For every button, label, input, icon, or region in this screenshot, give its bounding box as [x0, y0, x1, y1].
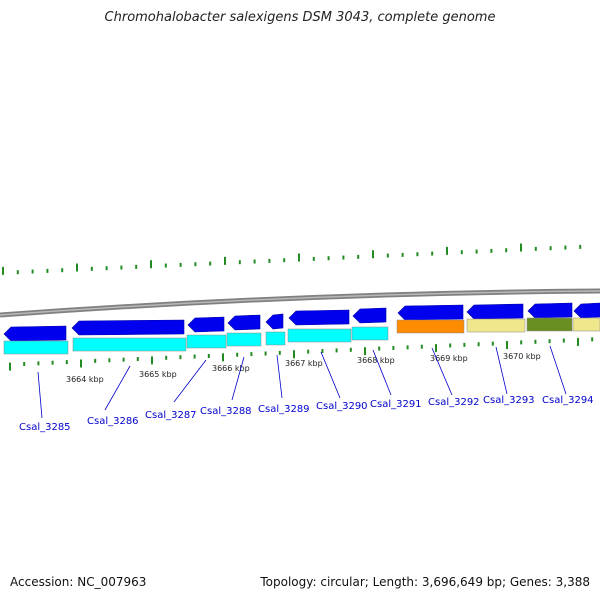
gene-leader-line — [276, 354, 283, 399]
gene-leader-line — [549, 345, 567, 395]
gene-leader-line — [431, 347, 453, 396]
gene-label: Csal_3291 — [370, 399, 422, 410]
gene-label: Csal_3289 — [258, 404, 310, 415]
cds-reverse — [3, 340, 69, 355]
scale-label: 3670 kbp — [503, 352, 541, 361]
gene-label: Csal_3288 — [200, 406, 252, 417]
cds-forward — [265, 313, 284, 330]
scale-label: 3665 kbp — [139, 370, 177, 379]
gene-label: Csal_3293 — [483, 395, 535, 406]
cds-reverse — [186, 334, 227, 349]
cds-forward — [3, 325, 67, 342]
gene-leader-line — [173, 359, 207, 403]
gene-leader-line — [104, 365, 131, 411]
scale-label: 3664 kbp — [66, 375, 104, 384]
cds-reverse — [287, 328, 352, 343]
cds-reverse — [72, 337, 187, 352]
gene-leader-line — [320, 351, 341, 399]
scale-label: 3666 kbp — [212, 364, 250, 373]
gene-label: Csal_3287 — [145, 410, 197, 421]
gene-leader-line — [231, 356, 245, 401]
scale-label: 3669 kbp — [430, 354, 468, 363]
topology-text: Topology: circular; Length: 3,696,649 bp… — [260, 575, 590, 589]
cds-forward — [397, 304, 464, 321]
accession-text: Accession: NC_007963 — [10, 575, 147, 589]
gene-leader-line — [372, 349, 392, 396]
cds-reverse — [526, 317, 573, 332]
cds-forward — [288, 309, 350, 326]
cds-forward — [466, 303, 524, 320]
cds-forward — [187, 316, 225, 333]
cds-reverse — [396, 319, 465, 334]
cds-reverse — [265, 331, 286, 346]
cds-reverse — [226, 332, 262, 347]
gene-label: Csal_3290 — [316, 401, 368, 412]
cds-forward — [71, 319, 185, 336]
gene-label: Csal_3285 — [19, 422, 71, 433]
map-title: Chromohalobacter salexigens DSM 3043, co… — [104, 10, 496, 25]
cds-reverse — [572, 317, 600, 332]
gene-label: Csal_3292 — [428, 397, 480, 408]
cds-forward — [527, 302, 573, 319]
cds-forward — [227, 314, 261, 331]
gene-label: Csal_3294 — [542, 395, 594, 406]
gene-leader-line — [37, 371, 43, 419]
cds-forward — [352, 307, 387, 324]
cds-reverse — [466, 318, 526, 333]
cds-forward — [573, 302, 600, 319]
scale-label: 3668 kbp — [357, 356, 395, 365]
cds-reverse — [351, 326, 389, 341]
gene-label: Csal_3286 — [87, 416, 139, 427]
gene-leader-line — [495, 346, 508, 395]
backbone-highlight — [0, 290, 600, 316]
scale-label: 3667 kbp — [285, 359, 323, 368]
